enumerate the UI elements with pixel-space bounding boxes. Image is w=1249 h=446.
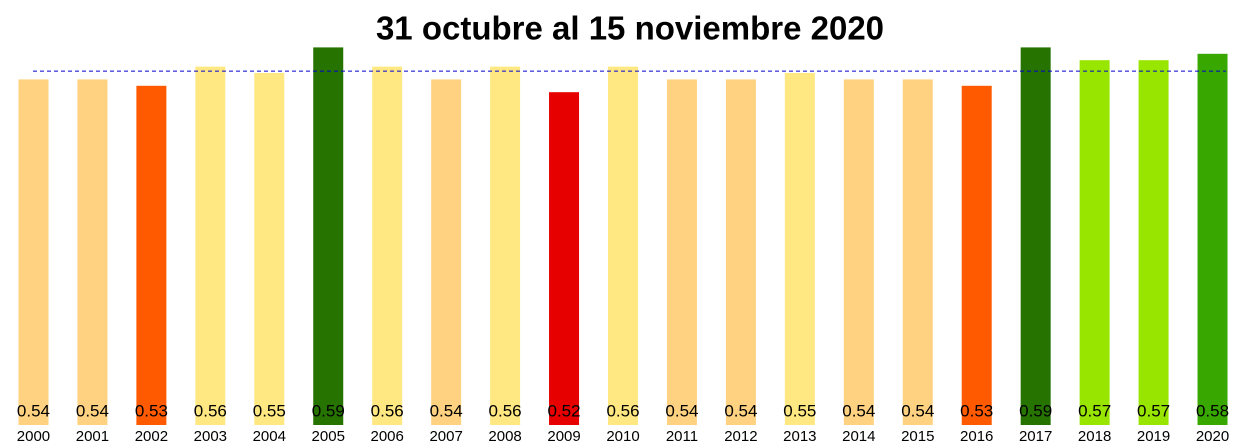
value-label: 0.54	[842, 401, 875, 420]
value-label: 0.56	[606, 401, 639, 420]
bar	[666, 79, 697, 426]
x-tick-label: 2017	[1019, 428, 1052, 445]
x-tick-label: 2011	[666, 428, 698, 445]
value-label: 0.56	[489, 401, 522, 420]
bar	[843, 79, 874, 426]
value-label: 0.58	[1196, 401, 1229, 420]
bar	[490, 66, 521, 425]
x-tick-label: 2005	[312, 428, 345, 445]
x-tick-label: 2007	[429, 428, 462, 445]
value-label: 0.54	[430, 401, 463, 420]
value-label: 0.55	[253, 401, 286, 420]
bar	[254, 73, 285, 425]
x-tick-label: 2006	[371, 428, 404, 445]
bar	[77, 79, 108, 426]
bar	[784, 73, 815, 425]
x-tick-label: 2013	[783, 428, 816, 445]
chart-title: 31 octubre al 15 noviembre 2020	[376, 10, 884, 47]
x-tick-label: 2020	[1196, 428, 1229, 445]
x-tick-label: 2003	[194, 428, 227, 445]
bar	[313, 47, 344, 426]
x-tick-label: 2000	[17, 428, 50, 445]
x-tick-label: 2004	[253, 428, 286, 445]
value-label: 0.53	[960, 401, 993, 420]
value-label: 0.56	[194, 401, 227, 420]
bar	[1079, 60, 1110, 425]
value-label: 0.56	[371, 401, 404, 420]
value-label: 0.54	[17, 401, 50, 420]
value-label: 0.54	[724, 401, 757, 420]
x-tick-label: 2008	[488, 428, 521, 445]
x-tick-label: 2001	[76, 428, 109, 445]
bar	[136, 85, 167, 426]
value-label: 0.54	[901, 401, 934, 420]
x-tick-label: 2010	[606, 428, 639, 445]
value-label: 0.54	[665, 401, 698, 420]
bar	[195, 66, 226, 425]
x-tick-label: 2009	[547, 428, 580, 445]
bar	[608, 66, 638, 425]
x-tick-label: 2014	[842, 428, 875, 445]
x-tick-label: 2016	[960, 428, 993, 445]
value-label: 0.52	[548, 401, 581, 420]
value-label: 0.59	[1019, 401, 1052, 420]
value-label: 0.57	[1078, 401, 1111, 420]
bar	[372, 66, 403, 425]
value-label: 0.54	[76, 401, 109, 420]
value-label: 0.55	[783, 401, 816, 420]
value-label: 0.53	[135, 401, 168, 420]
bar	[1020, 47, 1051, 426]
value-label: 0.57	[1137, 401, 1170, 420]
bar	[18, 79, 49, 426]
bar	[1138, 60, 1169, 425]
value-label: 0.59	[312, 401, 345, 420]
bar	[725, 79, 756, 426]
x-tick-label: 2012	[724, 428, 757, 445]
x-tick-label: 2019	[1137, 428, 1170, 445]
bar	[431, 79, 462, 426]
bar	[961, 85, 992, 426]
x-tick-label: 2018	[1078, 428, 1111, 445]
bar	[1197, 53, 1228, 426]
bar	[902, 79, 933, 426]
x-tick-label: 2015	[901, 428, 934, 445]
x-tick-label: 2002	[135, 428, 168, 445]
bar	[549, 92, 580, 425]
